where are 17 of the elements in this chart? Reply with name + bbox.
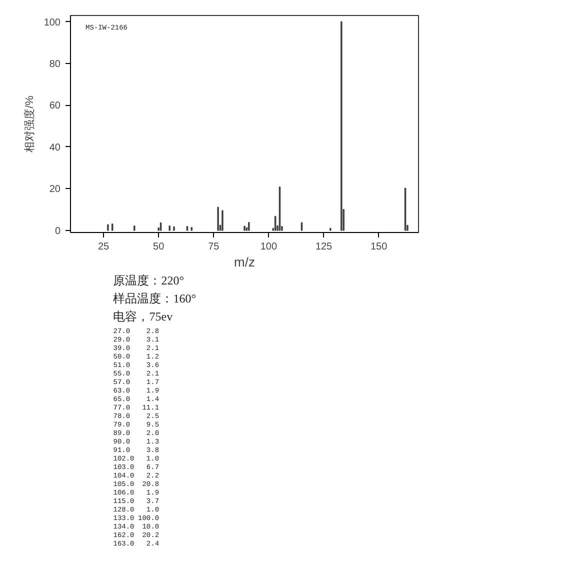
y-axis-title: 相对强度/% <box>22 95 36 152</box>
text: 电容，75ev <box>113 310 173 324</box>
x-tick-label: 25 <box>98 242 110 252</box>
y-tick-label: 20 <box>49 184 61 196</box>
y-tick-label: 0 <box>54 226 61 237</box>
y-tick-label: 100 <box>44 17 61 28</box>
x-tick-label: 100 <box>260 242 278 252</box>
x-tick-label: 150 <box>370 242 388 252</box>
y-tick-label: 40 <box>49 142 61 154</box>
x-tick-label: 125 <box>315 242 333 252</box>
x-axis-title: m/z <box>234 254 255 270</box>
x-tick-label: 50 <box>153 242 165 252</box>
y-tick-label: 80 <box>49 58 61 70</box>
y-tick-label: 60 <box>49 100 61 112</box>
text: 样品温度：160° <box>113 292 196 306</box>
x-tick-label: 75 <box>208 242 220 252</box>
text: 原温度：220° <box>113 274 184 288</box>
